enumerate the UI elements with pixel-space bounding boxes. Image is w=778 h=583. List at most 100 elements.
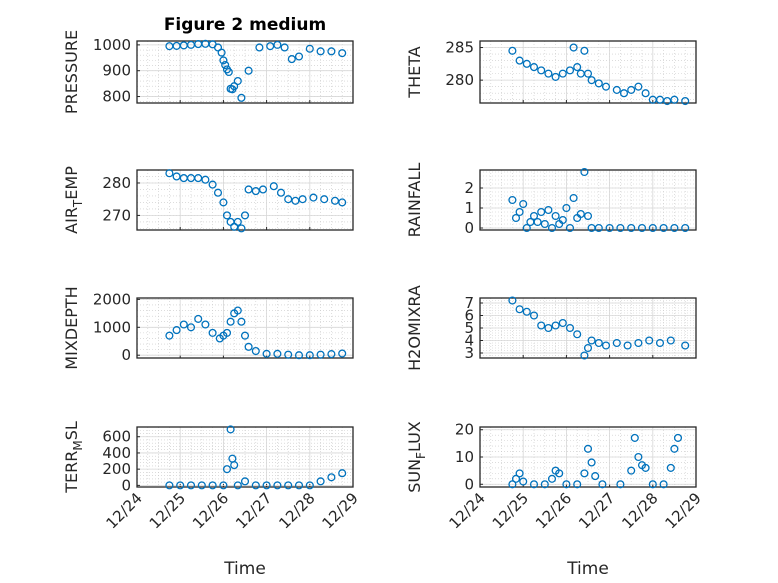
data-point bbox=[576, 209, 585, 219]
data-point bbox=[537, 207, 546, 217]
y-axis-label: SUNFLUX bbox=[405, 421, 428, 493]
data-point bbox=[551, 211, 560, 221]
data-point bbox=[558, 69, 567, 78]
data-point bbox=[587, 458, 596, 467]
data-point bbox=[583, 211, 593, 221]
data-point bbox=[316, 477, 325, 486]
data-point bbox=[522, 59, 531, 68]
data-point bbox=[179, 320, 188, 329]
data-point bbox=[612, 85, 621, 94]
y-tick-label: 0 bbox=[121, 346, 131, 364]
y-axis-label: H2OMIXRA bbox=[405, 285, 424, 371]
data-point bbox=[580, 351, 589, 360]
data-point bbox=[594, 79, 603, 88]
data-point bbox=[251, 187, 260, 196]
data-point bbox=[529, 63, 539, 72]
data-point bbox=[522, 223, 531, 233]
x-tick-label: 12/27 bbox=[575, 489, 618, 532]
data-point bbox=[529, 311, 539, 320]
data-point bbox=[179, 174, 188, 183]
data-point bbox=[273, 349, 282, 358]
data-point bbox=[165, 331, 174, 340]
data-point bbox=[176, 481, 185, 490]
data-point bbox=[208, 481, 217, 490]
data-point bbox=[555, 469, 564, 478]
y-axis-label: TERRMSL bbox=[62, 421, 85, 494]
data-point bbox=[233, 217, 242, 226]
data-point bbox=[659, 480, 668, 489]
data-point bbox=[594, 223, 603, 233]
axes-frame bbox=[136, 40, 354, 104]
y-tick-label: 10 bbox=[455, 448, 474, 466]
data-point bbox=[201, 320, 210, 329]
x-tick-label: 12/26 bbox=[189, 489, 232, 532]
y-tick-label: 3 bbox=[464, 344, 474, 362]
data-point bbox=[634, 338, 643, 348]
x-tick-label: 12/28 bbox=[275, 489, 318, 532]
y-tick-label: 4 bbox=[464, 332, 474, 350]
data-point bbox=[258, 185, 268, 194]
data-point bbox=[294, 351, 304, 360]
data-point bbox=[573, 330, 582, 339]
data-point bbox=[251, 481, 260, 490]
data-point bbox=[511, 213, 521, 223]
data-point bbox=[213, 188, 223, 197]
data-point bbox=[240, 477, 250, 486]
data-point bbox=[165, 42, 174, 51]
data-point bbox=[172, 172, 181, 181]
data-point bbox=[547, 223, 557, 233]
data-point bbox=[237, 224, 246, 233]
x-tick-label: 12/24 bbox=[446, 489, 489, 532]
data-point bbox=[601, 82, 611, 91]
data-point bbox=[544, 69, 553, 78]
subplot-terr-msl: 12/24 12/25 12/26 12/27 12/28 12/29 0200400600… bbox=[62, 421, 362, 532]
data-series bbox=[508, 167, 690, 233]
data-series bbox=[508, 43, 690, 106]
data-point bbox=[237, 317, 246, 326]
data-point bbox=[616, 223, 625, 233]
y-tick-label: 600 bbox=[102, 428, 131, 446]
data-point bbox=[551, 72, 560, 81]
data-point bbox=[222, 211, 232, 220]
data-point bbox=[670, 223, 679, 233]
data-point bbox=[515, 207, 524, 217]
data-point bbox=[172, 41, 181, 50]
data-point bbox=[287, 55, 296, 64]
y-axis-label: RAINFALL bbox=[405, 163, 424, 238]
data-point bbox=[670, 444, 679, 453]
data-point bbox=[269, 182, 278, 191]
axes-frame bbox=[479, 297, 697, 359]
data-point bbox=[291, 196, 300, 205]
data-point bbox=[573, 63, 582, 72]
data-point bbox=[594, 338, 603, 348]
data-point bbox=[580, 46, 589, 55]
axes-frame bbox=[479, 40, 697, 104]
data-point bbox=[221, 60, 230, 70]
data-point bbox=[338, 469, 347, 478]
data-point bbox=[519, 199, 528, 209]
data-point bbox=[280, 43, 289, 52]
data-point bbox=[233, 481, 242, 490]
data-point bbox=[217, 48, 226, 57]
y-axis-label: MIXDEPTH bbox=[62, 286, 81, 369]
data-series bbox=[165, 306, 347, 360]
data-point bbox=[230, 461, 239, 470]
data-point bbox=[197, 481, 206, 490]
data-point bbox=[219, 481, 228, 490]
data-point bbox=[255, 43, 264, 52]
data-point bbox=[284, 481, 293, 490]
data-point bbox=[294, 52, 304, 61]
data-point bbox=[515, 469, 524, 478]
data-point bbox=[316, 350, 325, 359]
data-point bbox=[655, 338, 665, 348]
data-point bbox=[673, 433, 683, 442]
data-point bbox=[562, 480, 571, 489]
data-point bbox=[573, 480, 582, 489]
subplot-air-temp: 270 280 AIRTEMP bbox=[62, 166, 354, 234]
data-point bbox=[681, 96, 690, 106]
x-tick-label: 12/26 bbox=[532, 489, 575, 532]
data-point bbox=[576, 69, 585, 78]
y-tick-label: 2000 bbox=[93, 290, 131, 308]
axes-frame bbox=[136, 426, 354, 488]
